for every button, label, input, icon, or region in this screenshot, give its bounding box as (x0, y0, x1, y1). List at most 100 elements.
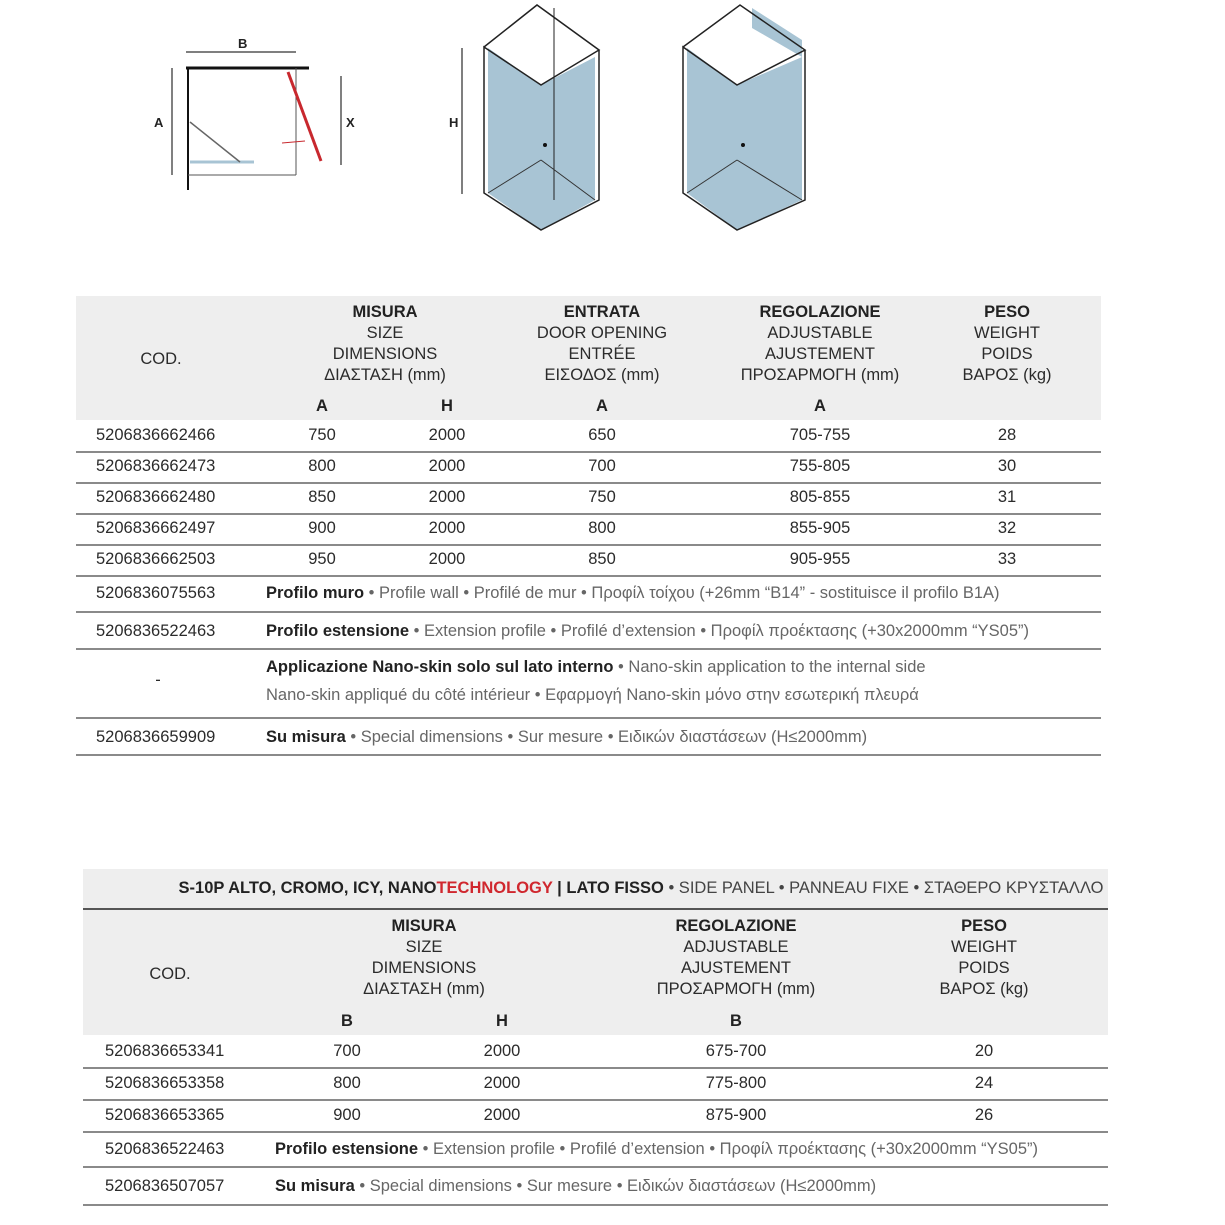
header-line: MISURA (391, 917, 457, 935)
note-rest: • Profile wall • Profilé de mur • Προφίλ… (364, 584, 1000, 602)
header-line: ΠΡΟΣΑΡΜΟΓΗ (mm) (656, 980, 816, 998)
cell-value: 28 (997, 426, 1017, 444)
header-line: POIDS (981, 345, 1033, 363)
cell-value: 705-755 (789, 426, 851, 444)
header-line: ENTRATA (563, 303, 641, 321)
label-a: A (154, 115, 164, 130)
note-bold: Profilo estensione (266, 621, 410, 640)
header-line: ΠΡΟΣΑΡΜΟΓΗ (mm) (740, 366, 900, 384)
header-regolazione: REGOLAZIONE ADJUSTABLE AJUSTEMENT ΠΡΟΣΑΡΜΟΓ… (741, 302, 900, 386)
note-code: 5206836659909 (96, 727, 216, 746)
product-code: 5206836662503 (96, 550, 216, 568)
product-code: 5206836662480 (96, 488, 216, 506)
row-divider (76, 575, 1101, 577)
row-divider (83, 1204, 1108, 1206)
cell-value: 700 (588, 457, 616, 475)
cell-value: 755-805 (789, 457, 851, 475)
label-h: H (449, 115, 459, 130)
cell-value: 2000 (428, 457, 466, 475)
header-line: ADJUSTABLE (683, 938, 789, 956)
cell-value: 855-905 (789, 519, 851, 537)
header-peso: PESO WEIGHT POIDS ΒΑΡΟΣ (kg) (939, 916, 1028, 1000)
header-line: ΒΑΡΟΣ (kg) (939, 980, 1029, 998)
cell-value: 2000 (428, 519, 466, 537)
note-bold: Applicazione Nano-skin solo sul lato int… (266, 658, 614, 676)
shower-3d-panel (682, 4, 807, 231)
note-code: 5206836507057 (105, 1177, 225, 1195)
note-text-line2: Nano-skin appliqué du côté intérieur • Ε… (266, 686, 919, 704)
note-code: 5206836075563 (96, 584, 216, 602)
header-line: ENTRÉE (568, 345, 636, 363)
note-text: Applicazione Nano-skin solo sul lato int… (266, 658, 926, 677)
row-divider (76, 717, 1101, 719)
cell-value: 2000 (428, 426, 466, 444)
title-part: TECHNOLOGY (436, 879, 553, 897)
header-peso: PESO WEIGHT POIDS ΒΑΡΟΣ (kg) (962, 302, 1051, 386)
cell-value: 24 (974, 1074, 994, 1092)
note-code: - (155, 670, 161, 689)
note-text: Su misura • Special dimensions • Sur mes… (275, 1177, 876, 1196)
header-line: SIZE (366, 324, 404, 342)
row-divider (76, 754, 1101, 756)
product-code: 5206836653341 (105, 1042, 225, 1060)
header-misura: MISURA SIZE DIMENSIONS ΔΙΑΣΤΑΣΗ (mm) (363, 916, 485, 1000)
header-line: ΔΙΑΣΤΑΣΗ (mm) (324, 366, 446, 384)
cell-value: 805-855 (789, 488, 851, 506)
product-code: 5206836653358 (105, 1074, 225, 1092)
header-entrata: ENTRATA DOOR OPENING ENTRÉE ΕΙΣΟΔΟΣ (mm) (537, 302, 667, 386)
cell-value: 650 (588, 426, 616, 444)
header-line: REGOLAZIONE (675, 917, 797, 935)
cell-value: 900 (333, 1106, 361, 1124)
header-line: SIZE (405, 938, 443, 956)
header-line: DIMENSIONS (332, 345, 438, 363)
cell-value: 875-900 (705, 1106, 767, 1124)
note-code: 5206836522463 (105, 1139, 225, 1158)
cell-value: 33 (997, 550, 1017, 568)
sub-b: B (730, 1012, 742, 1030)
header-cod: COD. (149, 965, 191, 983)
header-line: PESO (961, 917, 1007, 935)
header-line: WEIGHT (974, 324, 1040, 342)
table2-title-band (83, 869, 1108, 909)
note-rest: • Nano-skin application to the internal … (613, 658, 926, 676)
cell-value: 775-800 (705, 1074, 767, 1092)
note-bold: Profilo muro (266, 584, 365, 602)
header-line: WEIGHT (951, 938, 1017, 956)
cell-value: 700 (333, 1042, 361, 1060)
cell-value: 950 (308, 550, 336, 568)
label-b: B (238, 36, 248, 51)
shower-diagrams (171, 4, 807, 231)
cell-value: 30 (997, 457, 1017, 475)
product-code: 5206836662473 (96, 457, 216, 475)
cell-value: 900 (308, 519, 336, 537)
cell-value: 675-700 (705, 1042, 767, 1060)
row-divider (76, 611, 1101, 613)
header-line: ΔΙΑΣΤΑΣΗ (mm) (363, 980, 485, 998)
sub-h: H (441, 397, 453, 415)
cell-value: 800 (588, 519, 616, 537)
cell-value: 905-955 (789, 550, 851, 568)
cell-value: 2000 (483, 1106, 521, 1124)
sub-b: B (341, 1012, 353, 1030)
header-misura: MISURA SIZE DIMENSIONS ΔΙΑΣΤΑΣΗ (mm) (324, 302, 446, 386)
cell-value: 850 (588, 550, 616, 568)
cell-value: 750 (308, 426, 336, 444)
note-text: Profilo muro • Profile wall • Profilé de… (266, 584, 1000, 603)
row-divider (76, 513, 1101, 515)
note-text: Profilo estensione • Extension profile •… (266, 622, 1029, 641)
cell-value: 800 (308, 457, 336, 475)
header-line: MISURA (352, 303, 418, 321)
cell-value: 2000 (483, 1074, 521, 1092)
header-cod: COD. (140, 350, 182, 368)
plan-diagram (171, 51, 342, 190)
cell-value: 2000 (428, 488, 466, 506)
cell-value: 2000 (483, 1042, 521, 1060)
cell-value: 31 (997, 488, 1017, 506)
sub-a: A (814, 397, 826, 415)
title-part: | LATO FISSO (552, 879, 664, 897)
header-line: AJUSTEMENT (764, 345, 875, 363)
product-code: 5206836662497 (96, 519, 216, 537)
header-line: ΒΑΡΟΣ (kg) (962, 366, 1052, 384)
cell-value: 20 (974, 1042, 994, 1060)
